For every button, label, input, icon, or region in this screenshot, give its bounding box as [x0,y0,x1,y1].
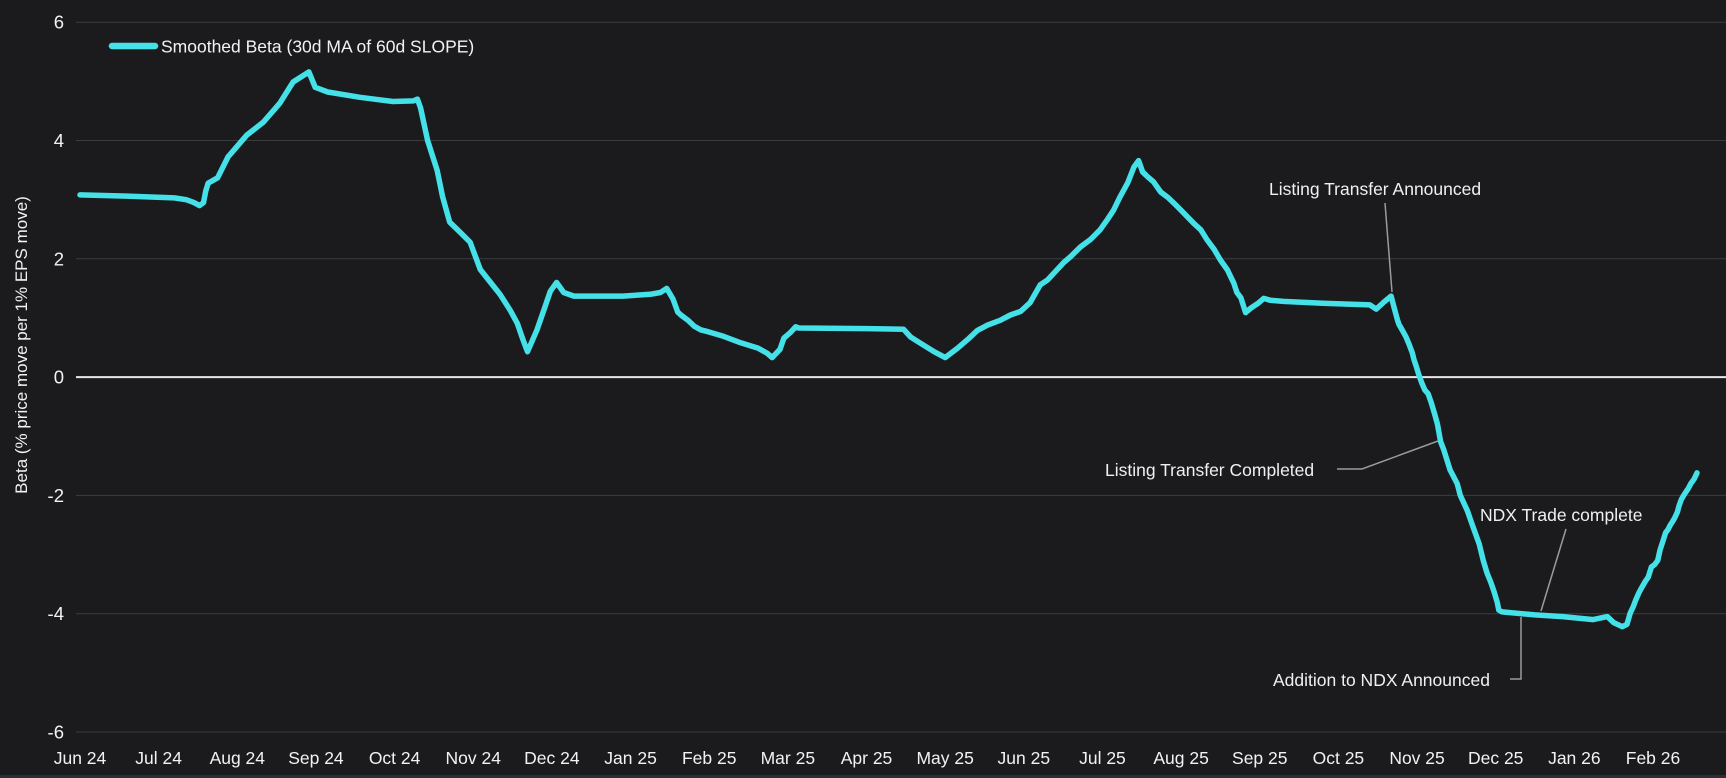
x-tick-label: Feb 25 [682,748,736,768]
x-tick-label: Jun 25 [998,748,1051,768]
y-tick-label: -6 [48,721,64,742]
x-tick-label: Jan 25 [604,748,657,768]
x-tick-label: Jul 25 [1079,748,1126,768]
annotations: Listing Transfer Announced Listing Transf… [1105,179,1642,690]
y-tick-label: 6 [54,12,64,33]
x-tick-label: Feb 26 [1626,748,1680,768]
x-tick-label: May 25 [916,748,973,768]
annotation-connector [1510,617,1522,680]
gridlines [76,21,1726,733]
y-tick-label: 0 [54,367,64,388]
x-tick-label: Jan 26 [1548,748,1601,768]
annotation-label: Listing Transfer Completed [1105,460,1314,480]
y-tick-label: 4 [54,130,64,151]
x-tick-label: Nov 25 [1389,748,1444,768]
annotation-label: Addition to NDX Announced [1273,670,1490,690]
y-tick-label: -2 [48,485,64,506]
y-axis-title: Beta (% price move per 1% EPS move) [12,196,31,494]
x-axis-tick-labels: Jun 24 Jul 24 Aug 24 Sep 24 Oct 24 Nov 24 Dec … [54,748,1681,768]
x-tick-label: Dec 25 [1468,748,1523,768]
y-axis-tick-labels: 6 4 2 0 -2 -4 -6 [48,12,64,743]
legend: Smoothed Beta (30d MA of 60d SLOPE) [108,37,474,57]
x-tick-label: Jun 24 [54,748,107,768]
annotation-label: NDX Trade complete [1480,505,1642,525]
y-tick-label: -4 [48,603,64,624]
x-tick-label: Mar 25 [761,748,815,768]
y-tick-label: 2 [54,248,64,269]
bottom-edge-strip [0,775,1726,778]
annotation-connector [1384,202,1393,293]
x-tick-label: Jul 24 [135,748,182,768]
x-tick-label: Apr 25 [841,748,893,768]
x-tick-label: Sep 24 [288,748,344,768]
x-tick-label: Aug 25 [1153,748,1208,768]
x-tick-label: Dec 24 [524,748,580,768]
x-tick-label: Oct 24 [369,748,421,768]
legend-label: Smoothed Beta (30d MA of 60d SLOPE) [161,37,474,57]
annotation-label: Listing Transfer Announced [1269,179,1481,199]
x-tick-label: Sep 25 [1232,748,1287,768]
x-tick-label: Nov 24 [446,748,502,768]
beta-line [77,69,1700,630]
x-tick-label: Aug 24 [210,748,266,768]
x-tick-label: Oct 25 [1313,748,1365,768]
annotation-connector [1540,528,1567,612]
annotation-connector [1337,440,1439,470]
